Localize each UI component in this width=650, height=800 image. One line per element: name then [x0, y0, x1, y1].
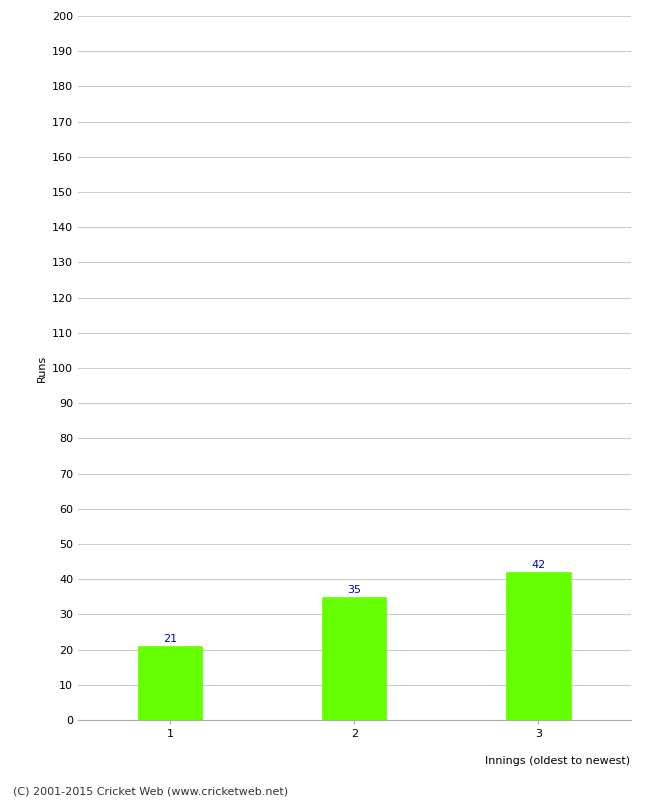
Text: 21: 21: [163, 634, 177, 644]
Bar: [506, 572, 571, 720]
Text: 42: 42: [531, 560, 545, 570]
Text: Innings (oldest to newest): Innings (oldest to newest): [486, 756, 630, 766]
Text: 35: 35: [347, 585, 361, 595]
Text: (C) 2001-2015 Cricket Web (www.cricketweb.net): (C) 2001-2015 Cricket Web (www.cricketwe…: [13, 786, 288, 796]
Y-axis label: Runs: Runs: [36, 354, 46, 382]
Bar: [322, 597, 387, 720]
Bar: [138, 646, 202, 720]
